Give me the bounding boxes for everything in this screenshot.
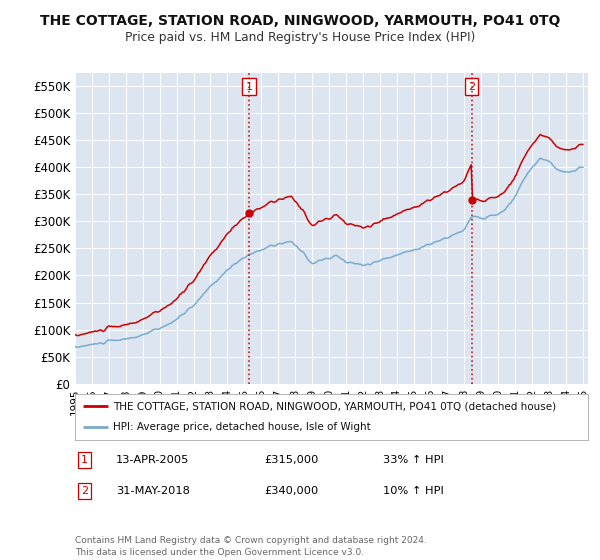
Text: Contains HM Land Registry data © Crown copyright and database right 2024.
This d: Contains HM Land Registry data © Crown c… (75, 536, 427, 557)
Text: Price paid vs. HM Land Registry's House Price Index (HPI): Price paid vs. HM Land Registry's House … (125, 31, 475, 44)
Text: 33% ↑ HPI: 33% ↑ HPI (383, 455, 443, 465)
Text: THE COTTAGE, STATION ROAD, NINGWOOD, YARMOUTH, PO41 0TQ: THE COTTAGE, STATION ROAD, NINGWOOD, YAR… (40, 14, 560, 28)
Text: THE COTTAGE, STATION ROAD, NINGWOOD, YARMOUTH, PO41 0TQ (detached house): THE COTTAGE, STATION ROAD, NINGWOOD, YAR… (113, 401, 557, 411)
Text: 10% ↑ HPI: 10% ↑ HPI (383, 486, 443, 496)
Text: 2: 2 (468, 82, 475, 92)
Text: 13-APR-2005: 13-APR-2005 (116, 455, 190, 465)
Text: £315,000: £315,000 (265, 455, 319, 465)
Text: 2: 2 (81, 486, 88, 496)
Text: 31-MAY-2018: 31-MAY-2018 (116, 486, 190, 496)
Text: £340,000: £340,000 (265, 486, 319, 496)
Text: HPI: Average price, detached house, Isle of Wight: HPI: Average price, detached house, Isle… (113, 422, 371, 432)
Text: 1: 1 (81, 455, 88, 465)
Text: 1: 1 (245, 82, 253, 92)
